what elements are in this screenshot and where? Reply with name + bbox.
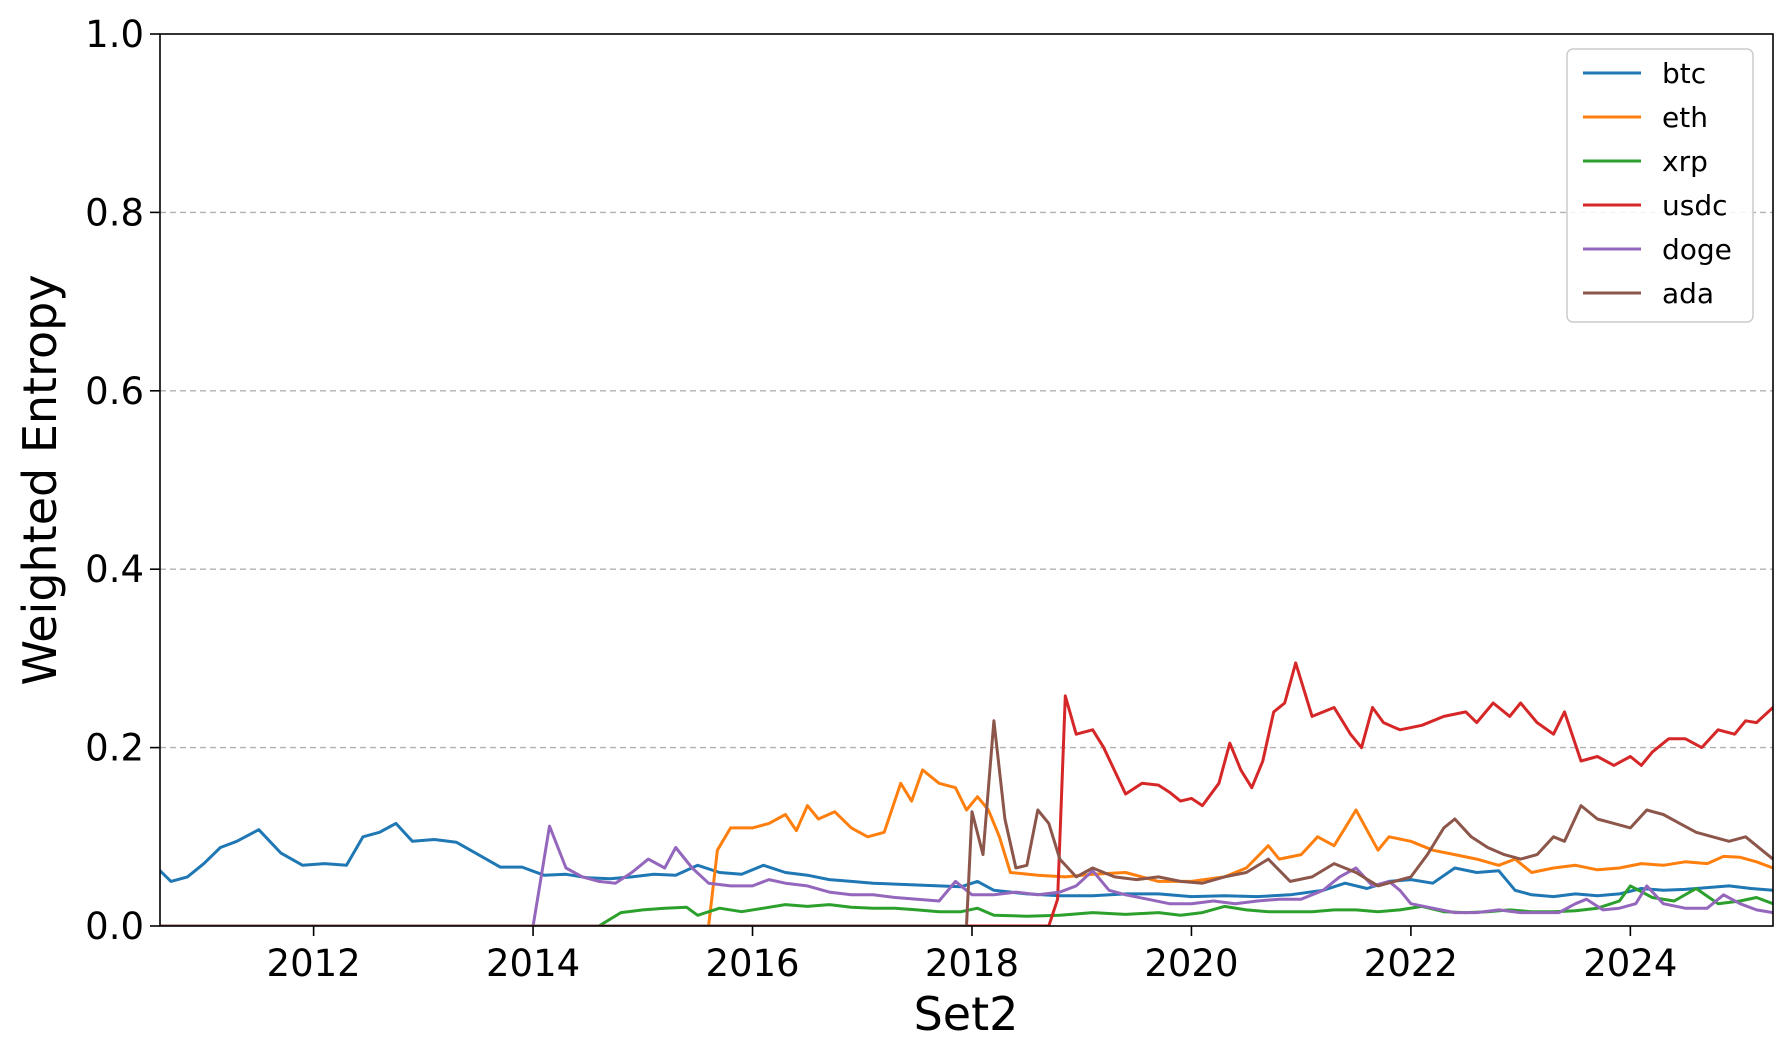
series-lines [160, 661, 1773, 926]
y-tick-label: 0.6 [85, 370, 144, 413]
legend-label-usdc: usdc [1662, 189, 1728, 222]
legend-box [1566, 48, 1754, 323]
grid-lines [160, 211, 1773, 749]
legend-label-ada: ada [1662, 277, 1714, 310]
plot-frame [159, 33, 1774, 927]
legend-label-doge: doge [1662, 233, 1732, 266]
x-tick-label: 2014 [486, 942, 580, 985]
legend-label-xrp: xrp [1662, 145, 1708, 178]
x-tick-label: 2016 [705, 942, 799, 985]
x-axis-ticks: 2012 2014 2016 2018 2020 2022 2024 [267, 926, 1677, 985]
series-line-ada [160, 719, 1773, 926]
x-tick-label: 2018 [925, 942, 1019, 985]
series-line-xrp [160, 884, 1773, 926]
legend-label-btc: btc [1662, 57, 1706, 90]
x-axis-title: Set2 [914, 987, 1019, 1041]
y-tick-label: 0.0 [85, 905, 144, 948]
series-line-doge [160, 824, 1773, 926]
series-line-btc [160, 821, 1773, 899]
y-tick-label: 0.4 [85, 548, 144, 591]
x-tick-label: 2024 [1583, 942, 1677, 985]
y-axis-title: Weighted Entropy [13, 274, 67, 685]
x-tick-label: 2022 [1364, 942, 1458, 985]
y-tick-label: 0.8 [85, 191, 144, 234]
x-tick-label: 2020 [1144, 942, 1238, 985]
y-axis-ticks: 0.0 0.2 0.4 0.6 0.8 1.0 [85, 13, 160, 948]
series-line-usdc [160, 661, 1773, 926]
x-tick-label: 2012 [267, 942, 361, 985]
series-line-eth [160, 768, 1773, 926]
y-tick-label: 1.0 [85, 13, 144, 56]
y-tick-label: 0.2 [85, 727, 144, 770]
legend: btc eth xrp usdc doge ada [1566, 48, 1754, 323]
legend-label-eth: eth [1662, 101, 1708, 134]
